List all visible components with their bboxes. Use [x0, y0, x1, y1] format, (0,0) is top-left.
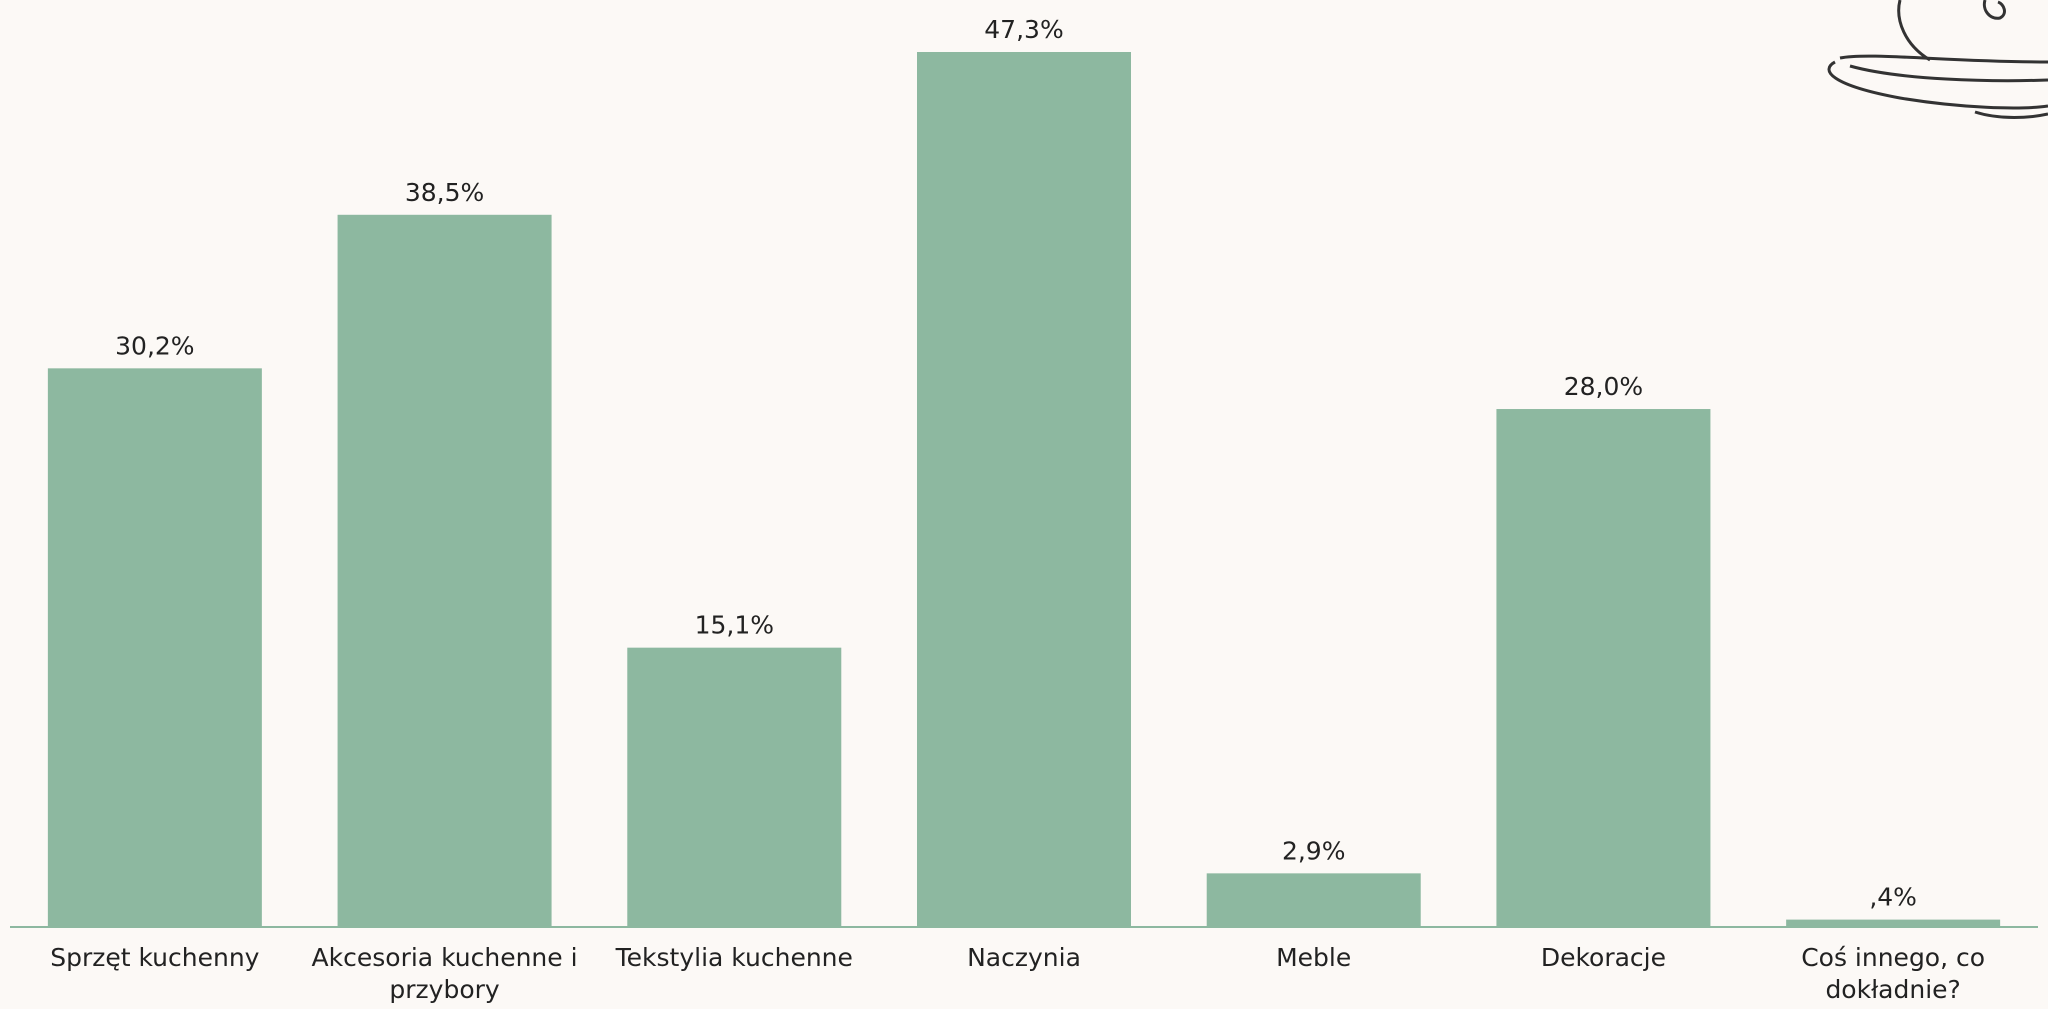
bar: [627, 647, 842, 927]
x-tick-label: Coś innego, co dokładnie?: [1801, 943, 1986, 1004]
bar: [1786, 919, 2001, 927]
value-label: 30,2%: [115, 331, 194, 360]
x-tick-label: Tekstylia kuchenne: [615, 943, 853, 972]
x-tick-label: Dekoracje: [1540, 943, 1666, 972]
value-label: ,4%: [1869, 883, 1917, 912]
value-label: 28,0%: [1564, 372, 1643, 401]
teacup-illustration: [1827, 0, 2048, 119]
x-tick-label: Akcesoria kuchenne i przybory: [311, 943, 578, 1004]
value-label: 15,1%: [695, 611, 774, 640]
bar: [1496, 409, 1711, 927]
value-label: 47,3%: [984, 15, 1063, 44]
bar: [47, 368, 262, 927]
bar: [337, 214, 552, 927]
value-label: 38,5%: [405, 178, 484, 207]
x-tick-label: Meble: [1276, 943, 1352, 972]
bar: [917, 52, 1131, 927]
bar: [1206, 873, 1421, 927]
x-tick-label: Naczynia: [967, 943, 1081, 972]
x-tick-label: Sprzęt kuchenny: [50, 943, 260, 972]
value-label: 2,9%: [1282, 836, 1346, 865]
